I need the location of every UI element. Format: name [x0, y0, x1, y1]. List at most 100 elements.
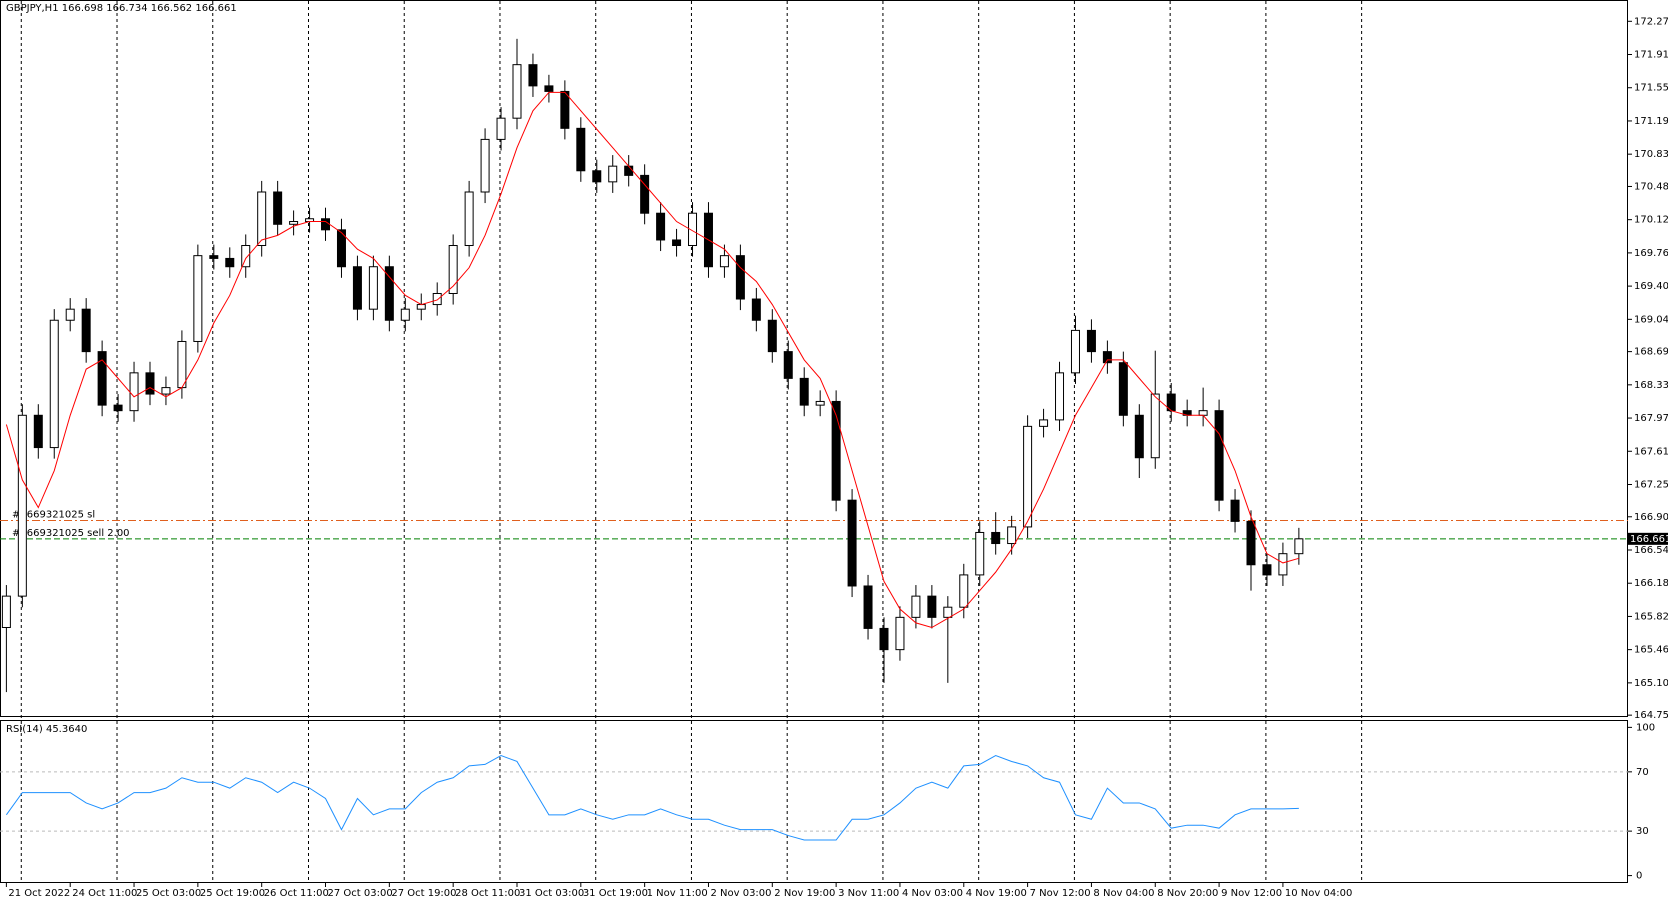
candle-body — [336, 229, 346, 268]
y-tick-label: 167.610 — [1634, 446, 1668, 457]
candle-body — [1150, 393, 1160, 459]
candle-body — [943, 606, 953, 618]
candle-body — [1118, 362, 1128, 416]
candle-body — [1230, 499, 1240, 522]
candle-body — [975, 531, 985, 576]
y-tick-label: 168.690 — [1634, 347, 1668, 358]
rsi-line — [5, 754, 1299, 841]
candle-body — [17, 414, 27, 597]
candle-body — [576, 127, 586, 172]
candle-body — [751, 298, 761, 321]
y-tick-label: 172.270 — [1634, 16, 1668, 27]
candle-body — [895, 616, 905, 651]
x-tick-label: 21 Oct 2022 — [8, 888, 70, 899]
x-tick-label: 4 Nov 03:00 — [902, 888, 963, 899]
x-tick-label: 31 Oct 19:00 — [583, 888, 648, 899]
candle-body — [608, 165, 618, 183]
main-frame — [0, 0, 1628, 717]
candle-body — [560, 90, 570, 129]
x-tick-label: 25 Oct 03:00 — [136, 888, 201, 899]
candle-body — [289, 221, 299, 225]
candle-body — [783, 351, 793, 379]
y-tick-label: 169.040 — [1634, 314, 1668, 325]
x-tick-label: 9 Nov 12:00 — [1221, 888, 1282, 899]
candle-body — [1055, 372, 1065, 421]
candle-body — [672, 239, 682, 247]
candle-body — [544, 85, 554, 92]
candle-body — [1278, 553, 1288, 576]
candle-body — [1086, 329, 1096, 353]
candle-body — [1294, 538, 1304, 555]
rsi-tick-label: 70 — [1636, 767, 1649, 778]
price-tag-label: 166.661 — [1630, 534, 1668, 545]
candle-body — [464, 191, 474, 247]
x-tick-label: 10 Nov 04:00 — [1285, 888, 1352, 899]
price-tag — [1628, 532, 1668, 545]
candle-body — [624, 165, 634, 176]
candle-body — [368, 266, 378, 310]
candle-body — [480, 138, 490, 193]
y-tick-label: 166.540 — [1634, 545, 1668, 556]
candle-body — [1, 595, 11, 628]
candle-body — [33, 414, 43, 449]
candle-body — [352, 266, 362, 310]
candle-body — [991, 531, 1001, 545]
candle-body — [1102, 351, 1112, 364]
candle-body — [1023, 425, 1033, 528]
y-tick-label: 171.550 — [1634, 83, 1668, 94]
y-tick-label: 171.910 — [1634, 50, 1668, 61]
x-tick-label: 31 Oct 03:00 — [519, 888, 584, 899]
candle-body — [815, 400, 825, 406]
candle-body — [735, 255, 745, 300]
candle-body — [241, 245, 251, 268]
candle-body — [321, 218, 331, 231]
candle-body — [847, 499, 857, 587]
candle-body — [432, 292, 442, 306]
candle-body — [1246, 520, 1256, 566]
candle-body — [448, 245, 458, 294]
candle-body — [416, 304, 426, 310]
candle-body — [225, 257, 235, 268]
x-tick-label: 2 Nov 03:00 — [710, 888, 771, 899]
chart-title: GBPJPY,H1 166.698 166.734 166.562 166.66… — [6, 3, 237, 14]
candle-body — [927, 595, 937, 618]
candle-body — [384, 266, 394, 321]
rsi-frame — [0, 720, 1628, 883]
y-tick-label: 170.480 — [1634, 181, 1668, 192]
y-tick-label: 168.330 — [1634, 380, 1668, 391]
candle-body — [400, 308, 410, 321]
x-tick-label: 4 Nov 19:00 — [966, 888, 1027, 899]
y-tick-label: 167.970 — [1634, 413, 1668, 424]
candle-body — [512, 64, 522, 119]
x-tick-label: 1 Nov 11:00 — [647, 888, 708, 899]
y-tick-label: 170.830 — [1634, 149, 1668, 160]
candle-body — [831, 400, 841, 501]
rsi-label: RSI(14) 45.3640 — [6, 724, 87, 735]
candle-body — [257, 191, 267, 247]
y-tick-label: 165.460 — [1634, 645, 1668, 656]
x-tick-label: 2 Nov 19:00 — [774, 888, 835, 899]
candle-body — [49, 319, 59, 449]
moving-average — [5, 91, 1300, 629]
y-tick-label: 166.180 — [1634, 578, 1668, 589]
candle-body — [193, 255, 203, 342]
y-tick-label: 166.900 — [1634, 512, 1668, 523]
candle-body — [177, 340, 187, 389]
candle-body — [656, 212, 666, 241]
y-tick-label: 171.190 — [1634, 116, 1668, 127]
candle-body — [209, 255, 219, 259]
candle-body — [528, 64, 538, 87]
candle-body — [1198, 410, 1208, 416]
candle-body — [799, 377, 809, 406]
candle-body — [863, 585, 873, 629]
candle-body — [592, 170, 602, 183]
candle-body — [145, 372, 155, 395]
y-tick-label: 165.820 — [1634, 611, 1668, 622]
candle-body — [161, 387, 171, 395]
y-tick-label: 169.400 — [1634, 281, 1668, 292]
candle-body — [1070, 329, 1080, 374]
rsi-tick-label: 0 — [1636, 871, 1642, 882]
x-tick-label: 28 Oct 11:00 — [455, 888, 520, 899]
x-tick-label: 27 Oct 03:00 — [328, 888, 393, 899]
